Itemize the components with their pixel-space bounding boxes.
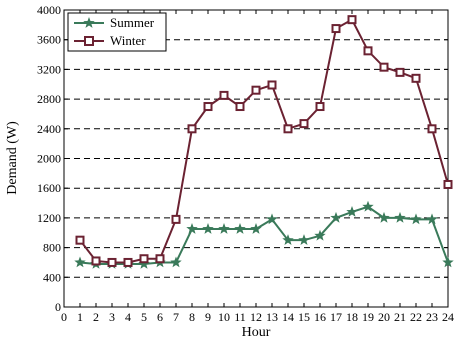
- data-point-summer: [378, 211, 390, 223]
- x-tick-label: 15: [298, 310, 310, 324]
- series-line-winter: [79, 18, 449, 264]
- data-point-summer: [186, 223, 198, 234]
- y-tick-label: 2000: [37, 152, 61, 166]
- legend-label-winter: Winter: [110, 33, 146, 48]
- y-tick-label: 2400: [37, 122, 61, 136]
- x-tick-label: 13: [266, 310, 278, 324]
- data-point-summer: [234, 223, 246, 234]
- data-point-winter: [395, 67, 405, 77]
- data-point-summer: [218, 223, 230, 234]
- data-point-winter: [235, 102, 245, 112]
- data-point-winter: [363, 46, 373, 56]
- x-ticks: 0 1 2 3 4 5 6 7 8 9 10 11 12 13 14 15 16 17 18 19 20 21 22 23 24: [61, 10, 454, 324]
- legend-square-icon: [84, 36, 94, 46]
- data-point-summer: [266, 213, 278, 225]
- y-tick-label: 0: [55, 300, 61, 314]
- x-tick-label: 7: [173, 310, 179, 324]
- y-tick-label: 3200: [37, 62, 61, 76]
- x-tick-label: 4: [125, 310, 131, 324]
- data-point-summer: [170, 256, 182, 268]
- x-tick-label: 6: [157, 310, 163, 324]
- x-tick-label: 18: [346, 310, 358, 324]
- x-tick-label: 17: [330, 310, 342, 324]
- x-tick-label: 16: [314, 310, 326, 324]
- x-tick-label: 1: [77, 310, 83, 324]
- y-tick-label: 1200: [37, 211, 61, 225]
- x-tick-label: 23: [426, 310, 438, 324]
- data-point-summer: [282, 234, 294, 246]
- y-axis-label: Demand (W): [5, 121, 20, 195]
- data-point-winter: [299, 119, 309, 129]
- series-line-summer: [79, 205, 449, 265]
- y-tick-label: 2800: [37, 92, 61, 106]
- x-tick-label: 14: [282, 310, 294, 324]
- y-tick-label: 4000: [37, 3, 61, 17]
- legend-item-winter: Winter: [74, 33, 146, 48]
- x-tick-label: 12: [250, 310, 262, 324]
- data-point-summer: [426, 213, 438, 225]
- data-point-summer: [298, 234, 310, 246]
- x-tick-label: 20: [378, 310, 390, 324]
- data-point-summer: [250, 223, 262, 234]
- data-point-winter: [315, 102, 325, 112]
- data-point-winter: [267, 80, 277, 90]
- y-tick-label: 3600: [37, 33, 61, 47]
- data-point-winter: [107, 257, 117, 267]
- data-point-summer: [394, 211, 406, 223]
- legend: Summer Winter: [67, 12, 167, 52]
- data-point-winter: [283, 124, 293, 134]
- data-point-summer: [346, 205, 358, 217]
- x-tick-label: 24: [442, 310, 454, 324]
- data-point-winter: [203, 102, 213, 112]
- legend-label-summer: Summer: [110, 15, 155, 30]
- data-point-summer: [74, 256, 86, 268]
- y-tick-label: 800: [43, 241, 61, 255]
- data-point-winter: [91, 256, 101, 266]
- data-point-winter: [219, 90, 229, 100]
- x-tick-label: 5: [141, 310, 147, 324]
- x-tick-label: 9: [205, 310, 211, 324]
- y-ticks: 0 400 800 1200 1600 2000 2400 2800 3200 3600 4000: [37, 3, 448, 314]
- x-tick-label: 8: [189, 310, 195, 324]
- x-tick-label: 2: [93, 310, 99, 324]
- data-point-winter: [411, 73, 421, 83]
- y-tick-label: 400: [43, 270, 61, 284]
- x-tick-label: 22: [410, 310, 422, 324]
- data-point-winter: [443, 179, 453, 189]
- data-point-summer: [442, 256, 454, 268]
- data-point-winter: [75, 235, 85, 245]
- legend-item-summer: Summer: [74, 15, 155, 30]
- gridlines: [64, 39, 448, 278]
- y-tick-label: 1600: [37, 181, 61, 195]
- legend-star-icon: [83, 17, 95, 28]
- data-point-winter: [155, 254, 165, 264]
- data-point-summer: [330, 211, 342, 223]
- x-tick-label: 10: [218, 310, 230, 324]
- series-winter: [75, 15, 453, 267]
- data-point-winter: [427, 124, 437, 134]
- data-point-winter: [171, 214, 181, 224]
- data-point-winter: [187, 124, 197, 134]
- data-point-summer: [138, 257, 150, 269]
- data-point-summer: [410, 213, 422, 225]
- data-point-summer: [362, 200, 374, 212]
- x-tick-label: 11: [234, 310, 246, 324]
- data-point-winter: [139, 254, 149, 264]
- data-point-winter: [123, 257, 133, 267]
- data-point-winter: [347, 15, 357, 25]
- data-point-summer: [202, 223, 214, 234]
- x-tick-label: 0: [61, 310, 67, 324]
- x-tick-label: 3: [109, 310, 115, 324]
- data-point-winter: [251, 85, 261, 95]
- x-tick-label: 19: [362, 310, 374, 324]
- data-point-winter: [331, 24, 341, 34]
- x-tick-label: 21: [394, 310, 406, 324]
- data-point-summer: [314, 229, 326, 241]
- x-axis-label: Hour: [242, 325, 271, 340]
- data-point-winter: [379, 62, 389, 72]
- series-layer: [74, 15, 454, 269]
